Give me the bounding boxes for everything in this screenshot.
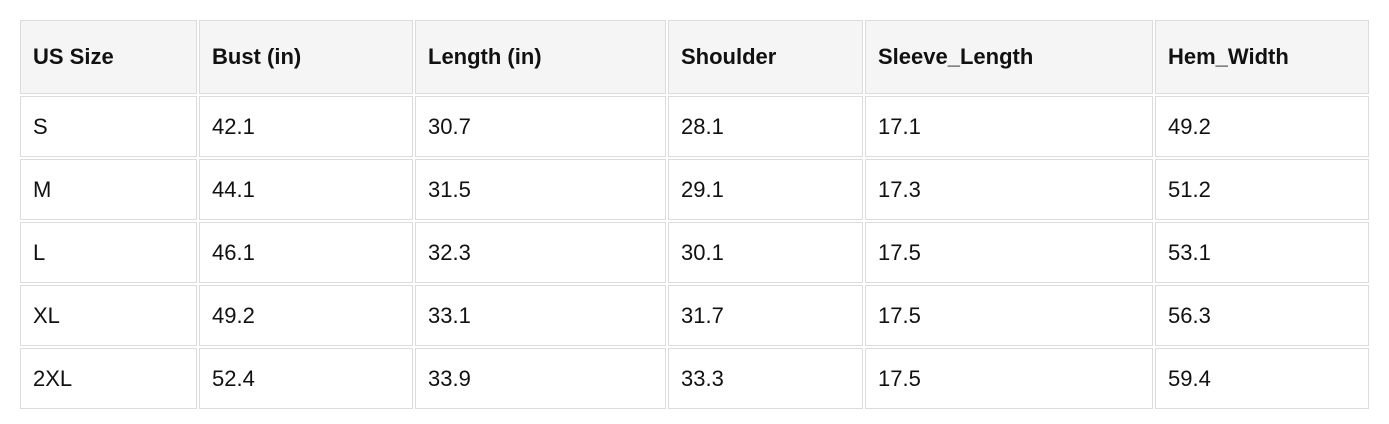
table-cell: 53.1	[1155, 222, 1369, 283]
table-cell: L	[20, 222, 197, 283]
column-header: Hem_Width	[1155, 20, 1369, 94]
table-cell: 17.5	[865, 285, 1153, 346]
table-cell: 52.4	[199, 348, 413, 409]
table-cell: 49.2	[1155, 96, 1369, 157]
table-cell: 17.5	[865, 222, 1153, 283]
table-cell: 17.5	[865, 348, 1153, 409]
table-cell: 31.5	[415, 159, 666, 220]
table-cell: 49.2	[199, 285, 413, 346]
table-cell: 2XL	[20, 348, 197, 409]
table-cell: 33.3	[668, 348, 863, 409]
size-chart-table: US Size Bust (in) Length (in) Shoulder Sleev…	[18, 18, 1371, 411]
table-cell: XL	[20, 285, 197, 346]
table-cell: 29.1	[668, 159, 863, 220]
table-row: L 46.1 32.3 30.1 17.5 53.1	[20, 222, 1369, 283]
column-header: Length (in)	[415, 20, 666, 94]
table-cell: 59.4	[1155, 348, 1369, 409]
column-header: Bust (in)	[199, 20, 413, 94]
table-row: 2XL 52.4 33.9 33.3 17.5 59.4	[20, 348, 1369, 409]
table-cell: 28.1	[668, 96, 863, 157]
table-cell: 30.1	[668, 222, 863, 283]
table-row: XL 49.2 33.1 31.7 17.5 56.3	[20, 285, 1369, 346]
header-row: US Size Bust (in) Length (in) Shoulder Sleev…	[20, 20, 1369, 94]
table-cell: 32.3	[415, 222, 666, 283]
table-row: M 44.1 31.5 29.1 17.3 51.2	[20, 159, 1369, 220]
table-cell: S	[20, 96, 197, 157]
table-cell: 56.3	[1155, 285, 1369, 346]
table-cell: 51.2	[1155, 159, 1369, 220]
column-header: Shoulder	[668, 20, 863, 94]
table-cell: 30.7	[415, 96, 666, 157]
table-cell: 17.3	[865, 159, 1153, 220]
table-cell: 46.1	[199, 222, 413, 283]
table-cell: 33.1	[415, 285, 666, 346]
table-cell: 31.7	[668, 285, 863, 346]
table-cell: 42.1	[199, 96, 413, 157]
table-cell: 17.1	[865, 96, 1153, 157]
table-cell: M	[20, 159, 197, 220]
column-header: US Size	[20, 20, 197, 94]
table-row: S 42.1 30.7 28.1 17.1 49.2	[20, 96, 1369, 157]
table-cell: 33.9	[415, 348, 666, 409]
column-header: Sleeve_Length	[865, 20, 1153, 94]
table-cell: 44.1	[199, 159, 413, 220]
